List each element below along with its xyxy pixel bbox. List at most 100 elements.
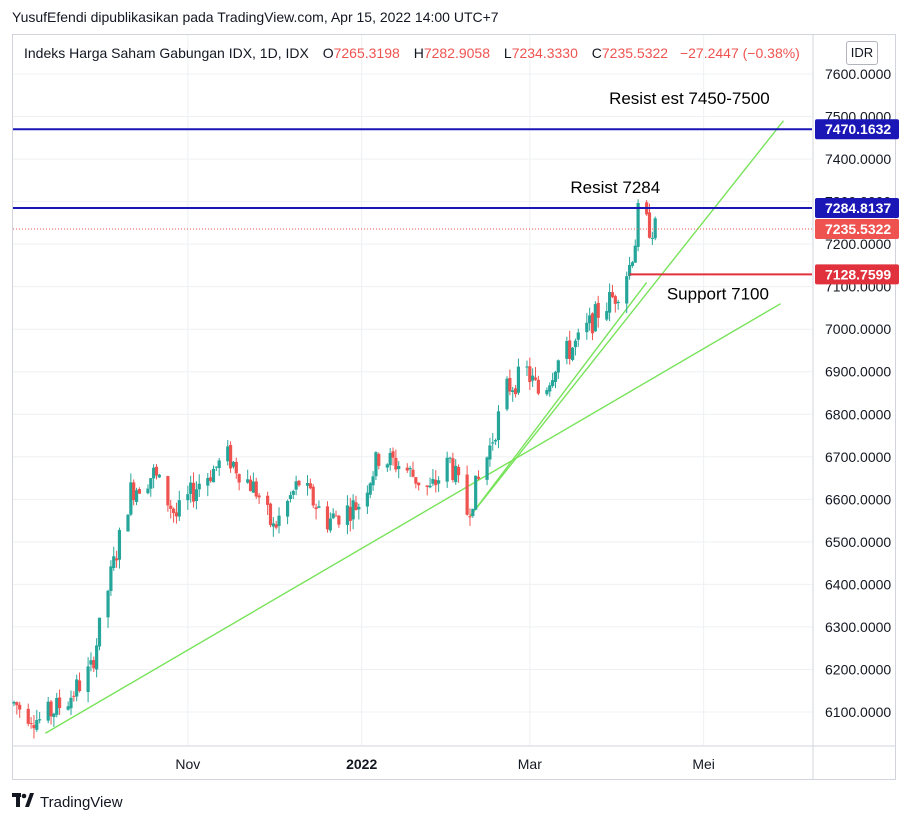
candle[interactable] [465,465,469,516]
candle[interactable] [117,527,122,569]
candle[interactable] [95,638,99,678]
candle[interactable] [627,256,632,280]
candle[interactable] [636,199,640,252]
candle[interactable] [568,330,572,365]
candle[interactable] [445,451,449,488]
candle[interactable] [248,475,253,492]
candle[interactable] [468,508,472,526]
candle[interactable] [408,465,412,478]
candle[interactable] [516,358,521,395]
candle[interactable] [132,479,136,506]
candle[interactable] [505,376,509,412]
candle[interactable] [57,689,62,716]
candle[interactable] [72,691,76,702]
candle[interactable] [431,469,435,487]
candle[interactable] [246,469,250,484]
candle[interactable] [214,466,218,472]
candle[interactable] [328,512,332,533]
candle[interactable] [536,375,540,396]
candle[interactable] [357,503,361,520]
candle[interactable] [189,475,193,503]
candle[interactable] [573,338,578,356]
candle[interactable] [134,487,139,506]
candle[interactable] [217,457,221,476]
candle[interactable] [331,508,335,520]
candle[interactable] [596,295,600,328]
candle[interactable] [112,546,116,571]
candle[interactable] [197,474,201,498]
candle[interactable] [650,231,654,245]
candle[interactable] [494,438,498,445]
candle[interactable] [29,717,33,729]
candle[interactable] [565,336,569,365]
candle[interactable] [613,294,617,313]
candle[interactable] [576,328,580,347]
candle[interactable] [251,472,255,493]
candle[interactable] [89,652,93,672]
candle[interactable] [257,493,261,505]
candle[interactable] [508,369,512,396]
candle[interactable] [154,463,159,480]
candle[interactable] [75,674,79,702]
candle[interactable] [186,485,190,510]
candle[interactable] [46,696,50,724]
candle[interactable] [294,475,298,496]
symbol-name[interactable]: Indeks Harga Saham Gabungan IDX, 1D, IDX [24,45,309,61]
candle[interactable] [354,495,358,511]
candle[interactable] [49,699,53,725]
candle[interactable] [271,517,275,537]
candle[interactable] [417,482,421,491]
candle[interactable] [288,491,293,503]
candle[interactable] [231,460,236,469]
candle[interactable] [237,473,241,491]
candle[interactable] [533,367,538,381]
candle[interactable] [12,700,16,707]
candle[interactable] [109,560,113,596]
candle[interactable] [371,471,375,491]
candle[interactable] [385,463,389,472]
candle[interactable] [633,239,637,263]
candle[interactable] [52,712,56,727]
candle[interactable] [531,368,535,387]
candle[interactable] [26,703,30,727]
candle[interactable] [616,299,620,310]
tradingview-logo[interactable]: TradingView [12,793,123,812]
candle[interactable] [553,370,558,389]
candle[interactable] [448,456,452,464]
candle[interactable] [647,203,652,239]
trendlines[interactable] [44,120,784,734]
candle[interactable] [106,589,110,628]
candle[interactable] [511,386,515,402]
candle[interactable] [476,470,481,481]
candle[interactable] [345,495,350,535]
candle[interactable] [169,499,173,519]
candle[interactable] [377,452,381,470]
candle[interactable] [317,500,321,509]
currency-button[interactable]: IDR [846,41,878,65]
candle[interactable] [171,507,176,523]
candle[interactable] [428,477,432,489]
trendline-mid-trend[interactable] [469,281,648,517]
candle[interactable] [630,260,635,268]
candle[interactable] [456,464,461,483]
candle[interactable] [334,510,338,517]
candle[interactable] [528,357,532,391]
candle[interactable] [394,449,398,473]
candle[interactable] [32,714,36,739]
candle[interactable] [496,405,501,449]
candle[interactable] [226,440,230,466]
candle[interactable] [86,657,90,703]
candle[interactable] [129,473,133,517]
candle[interactable] [166,475,170,512]
candle[interactable] [314,503,318,520]
candle[interactable] [513,385,518,398]
candle[interactable] [351,494,355,530]
candle[interactable] [137,487,141,494]
candle[interactable] [69,690,73,716]
candle[interactable] [97,617,102,651]
candle[interactable] [525,360,529,376]
candle[interactable] [325,501,330,533]
candle[interactable] [35,709,39,732]
candle[interactable] [77,672,82,693]
candle[interactable] [590,312,595,341]
